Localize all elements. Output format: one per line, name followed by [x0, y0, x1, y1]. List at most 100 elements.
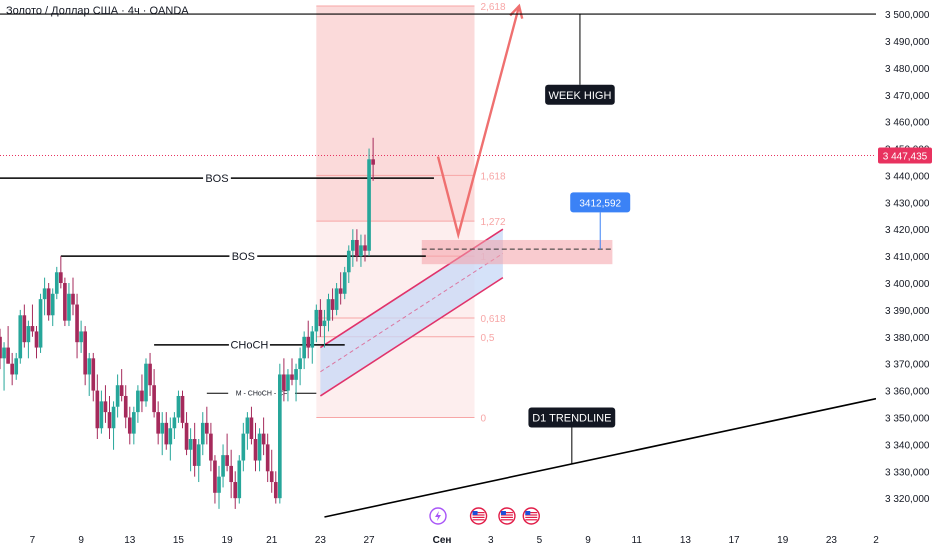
y-tick-label: 3 470,000: [885, 91, 930, 102]
us-flag-stripe: [500, 519, 513, 521]
candle-body: [363, 245, 367, 251]
candle-body: [367, 159, 371, 251]
y-axis-bg: [876, 0, 932, 550]
us-flag-stripe: [525, 514, 538, 516]
x-tick-label: 19: [777, 535, 789, 546]
x-tick-label: 7: [30, 535, 36, 546]
candle-body: [95, 390, 100, 429]
us-flag-canton: [525, 511, 531, 515]
candle-body: [265, 444, 270, 472]
candle-body: [359, 245, 363, 257]
y-tick-label: 3 430,000: [885, 198, 930, 209]
candle-body: [119, 385, 124, 396]
candle-body: [273, 482, 278, 499]
x-tick-label: 11: [632, 535, 643, 546]
candle-body: [22, 315, 27, 343]
candle-body: [257, 433, 262, 461]
y-tick-label: 3 500,000: [885, 10, 930, 21]
structure-label: BOS: [232, 251, 255, 263]
structure-lines: BOS BOS CHoCH M - CHoCH - CF: [0, 154, 876, 398]
candle-body: [14, 358, 19, 375]
x-tick-label: 17: [728, 535, 740, 546]
price-badge-label: 3 447,435: [883, 151, 928, 162]
y-tick-label: 3 370,000: [885, 360, 930, 371]
y-axis[interactable]: 3 500,000 3 490,000 3 480,000 3 470,000 3 46…: [876, 0, 932, 550]
y-tick-label: 3 420,000: [885, 225, 930, 236]
candle-body: [196, 444, 201, 466]
candle-body: [322, 320, 327, 327]
candle-body: [46, 288, 51, 316]
candle-body: [6, 347, 10, 364]
candle-body: [261, 433, 266, 445]
candle-body: [156, 412, 160, 434]
structure-label: M - CHoCH - CF: [236, 391, 288, 398]
x-tick-label: 13: [680, 535, 692, 546]
candle-body: [318, 309, 323, 327]
fib-extension-band: [316, 6, 475, 222]
y-tick-label: 3 480,000: [885, 64, 930, 75]
candle-body: [26, 326, 31, 343]
candle-body: [107, 412, 112, 429]
candle-body: [99, 401, 104, 429]
y-tick-label: 3 330,000: [885, 467, 930, 478]
us-flag-stripe: [472, 514, 485, 516]
candle-body: [75, 304, 79, 343]
us-flag-stripe: [472, 512, 485, 514]
fib-level-label: 0: [481, 413, 487, 424]
candle-body: [233, 482, 238, 499]
candle-body: [209, 433, 213, 461]
candle-body: [342, 272, 347, 294]
zone-rect: [421, 239, 613, 265]
structure-label: BOS: [205, 173, 228, 185]
x-tick-label: 9: [78, 535, 84, 546]
candle-body: [164, 422, 169, 445]
demand-zone: [421, 239, 613, 265]
x-tick-label: 3: [488, 535, 494, 546]
y-tick-label: 3 360,000: [885, 387, 930, 398]
candle-body: [148, 363, 152, 386]
y-tick-label: 3 460,000: [885, 118, 930, 129]
y-tick-label: 3 400,000: [885, 279, 930, 290]
d1-trendline-label: D1 TRENDLINE: [532, 412, 611, 424]
candle-body: [111, 406, 116, 429]
candle-body: [205, 422, 209, 434]
us-flag-stripe: [472, 516, 485, 518]
candle-body: [50, 293, 55, 316]
candle-body: [132, 412, 136, 434]
x-axis[interactable]: 7 9 13 15 19 21 23 27 Сен 3 5 9 11 13 17 19 23 2: [30, 535, 880, 546]
candle-body: [314, 309, 319, 332]
candle-body: [184, 422, 189, 450]
candle-body: [91, 358, 96, 391]
us-flag-icon: [498, 507, 516, 525]
candle-body: [87, 358, 92, 375]
fib-level-label: 0,5: [481, 333, 495, 344]
candle-body: [355, 239, 359, 257]
y-tick-label: 3 490,000: [885, 37, 930, 48]
candle-body: [10, 363, 14, 375]
y-tick-label: 3 320,000: [885, 494, 930, 505]
fib-level-label: 0,618: [481, 314, 506, 325]
x-tick-label: 27: [363, 535, 375, 546]
x-tick-label: 9: [585, 535, 591, 546]
candle-body: [54, 272, 59, 294]
candle-body: [71, 293, 75, 305]
price-badge: [878, 147, 932, 164]
d1-trendline-label-box: [528, 407, 616, 428]
candle-body: [188, 439, 193, 450]
candle-body: [302, 336, 306, 359]
bolt-icon-glyph: [435, 511, 441, 521]
candle-body: [140, 390, 144, 402]
candle-body: [59, 272, 63, 284]
x-tick-label: 2: [873, 535, 879, 546]
d1-trendline: [324, 397, 877, 518]
candle-body: [310, 331, 315, 348]
us-flag-icon: [469, 507, 488, 525]
candle-body: [334, 288, 339, 310]
us-flag-stripe: [500, 514, 513, 516]
x-tick-label: 15: [173, 535, 185, 546]
candle-body: [192, 439, 197, 466]
us-flag-stripe: [472, 519, 485, 521]
candle-body: [180, 395, 185, 423]
candle-body: [160, 422, 165, 434]
